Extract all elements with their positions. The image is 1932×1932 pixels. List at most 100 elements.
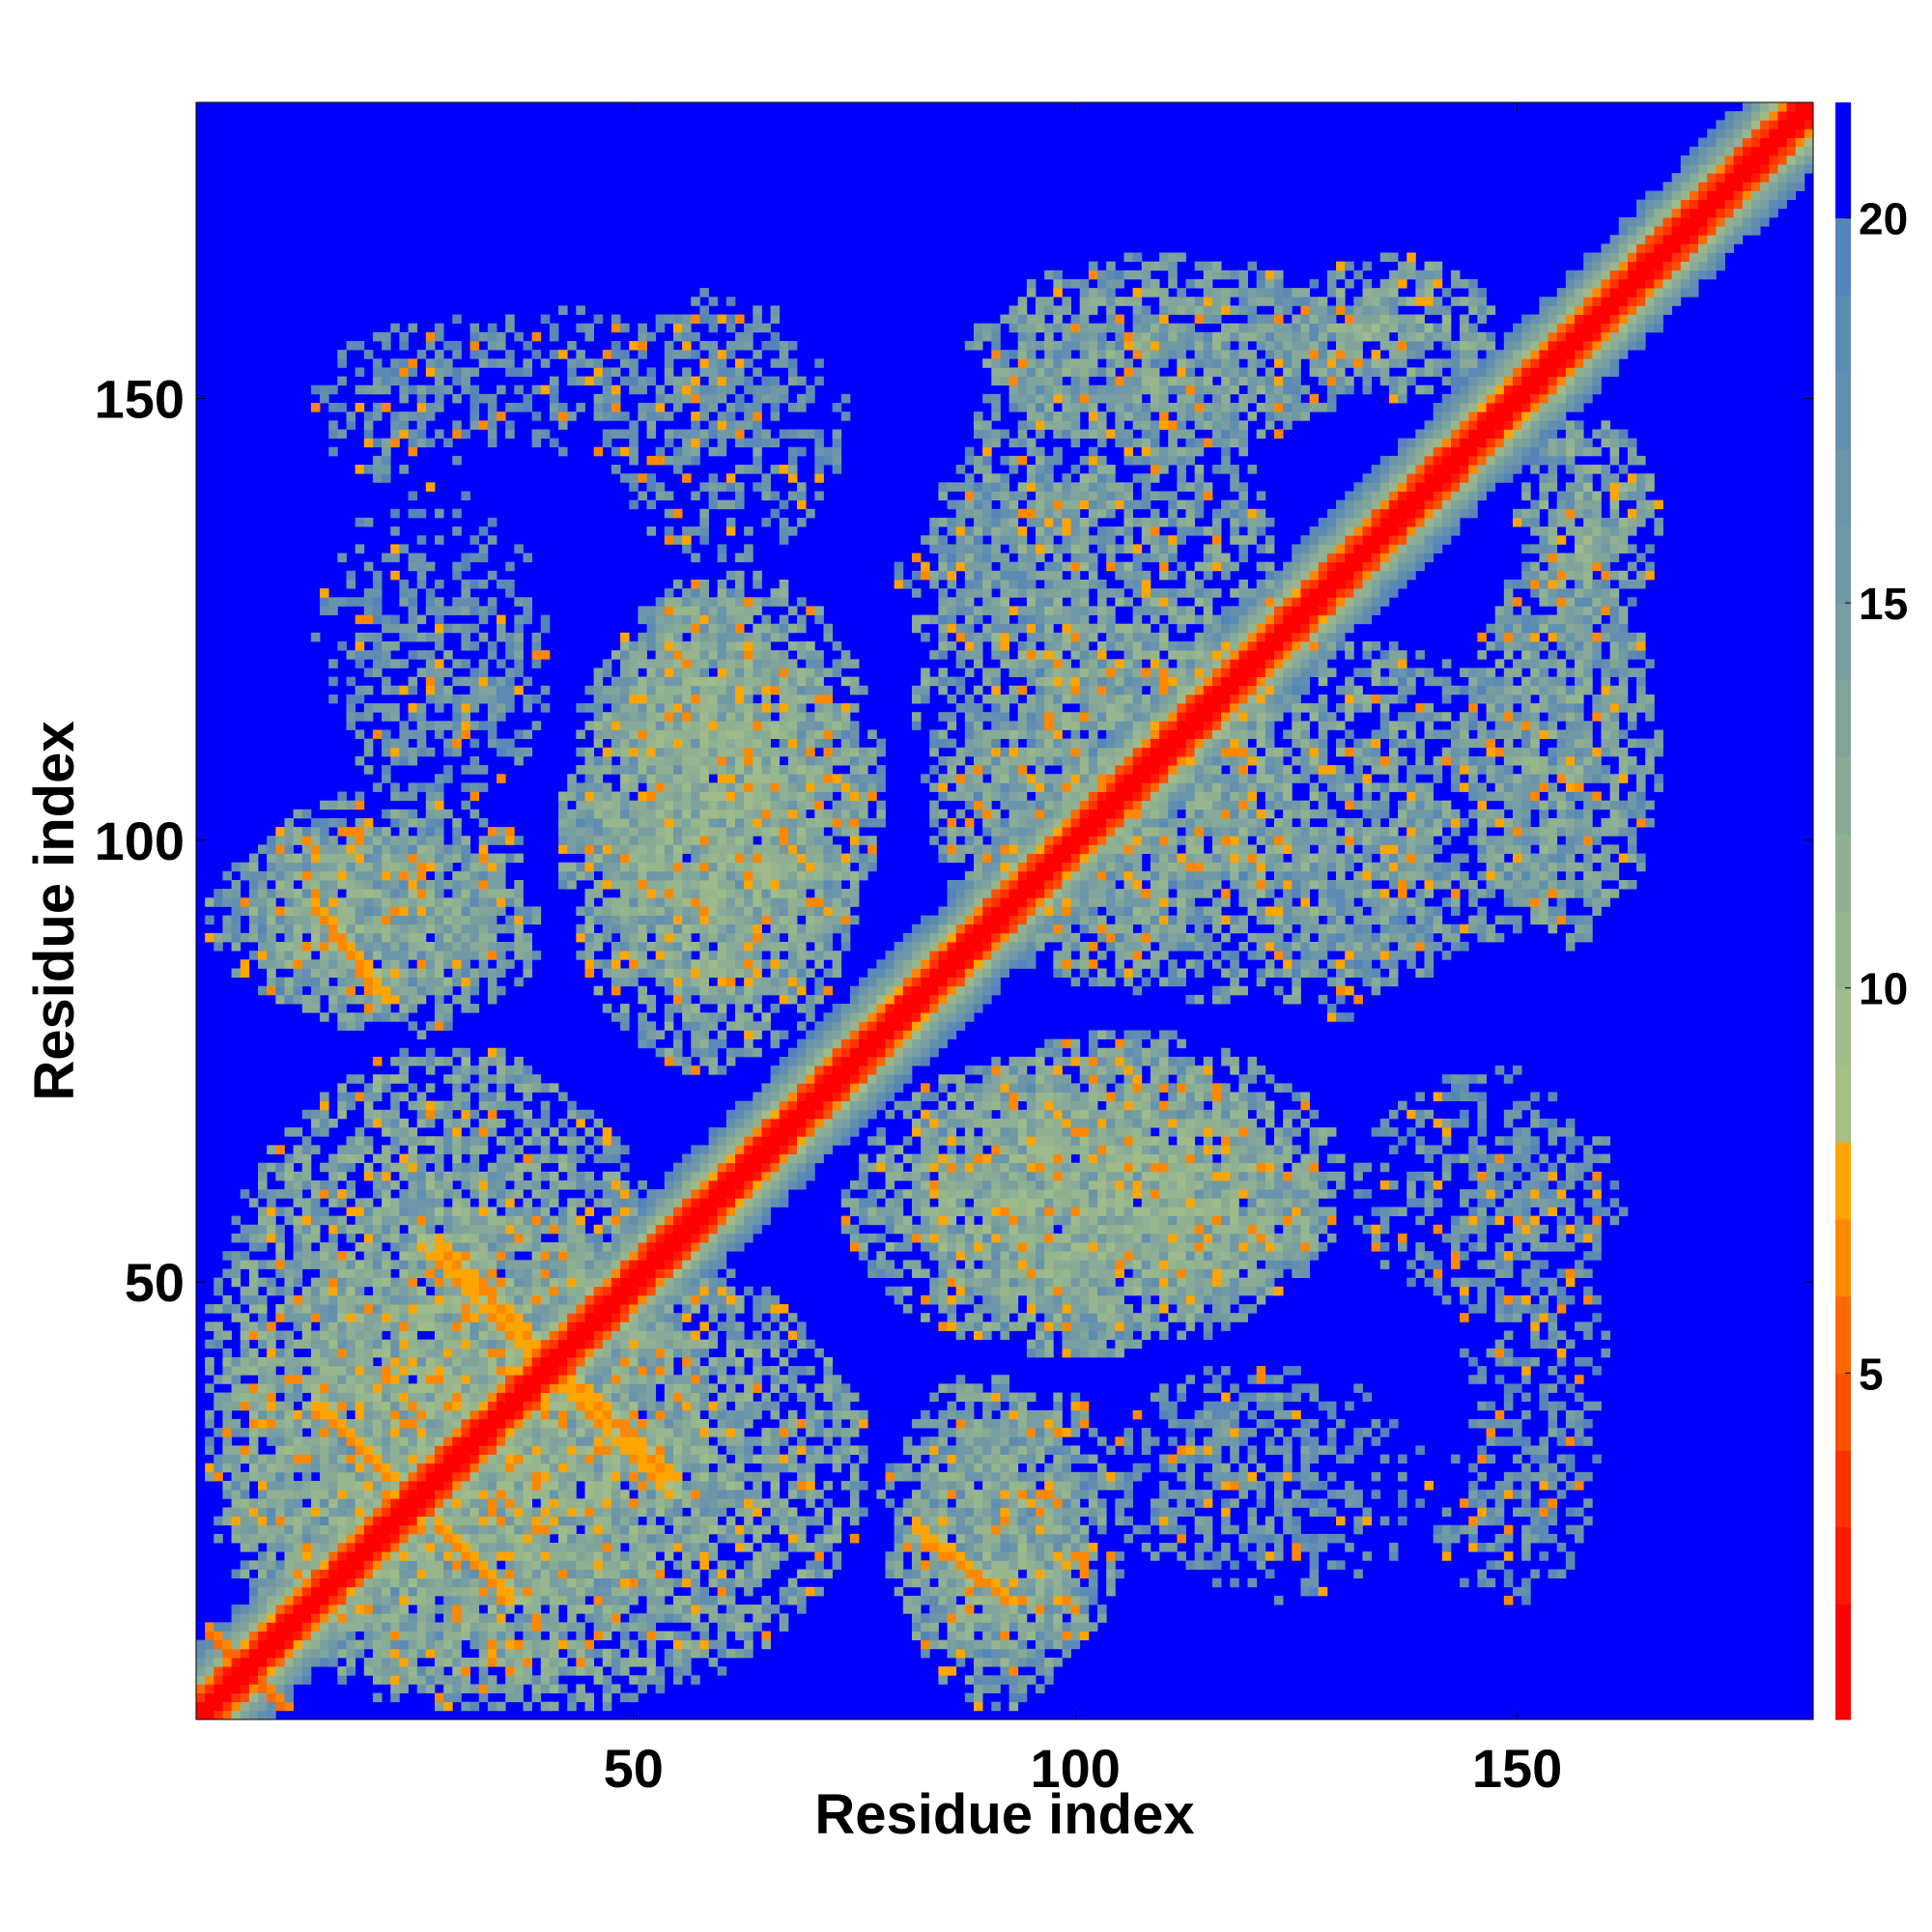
heatmap-cell bbox=[1521, 1366, 1531, 1376]
heatmap-cell bbox=[258, 1454, 268, 1464]
heatmap-cell bbox=[1211, 1304, 1222, 1314]
heatmap-cell bbox=[779, 1418, 789, 1429]
heatmap-cell bbox=[1070, 1313, 1081, 1322]
heatmap-cell bbox=[1565, 1481, 1576, 1491]
heatmap-cell bbox=[540, 1533, 551, 1544]
heatmap-cell bbox=[505, 1366, 524, 1376]
heatmap-cell bbox=[576, 1507, 585, 1518]
heatmap-cell bbox=[797, 1321, 807, 1331]
heatmap-cell bbox=[921, 1215, 930, 1226]
heatmap-cell bbox=[1036, 1543, 1045, 1552]
heatmap-cell bbox=[1247, 1524, 1258, 1535]
heatmap-cell bbox=[1097, 1207, 1107, 1216]
heatmap-cell bbox=[514, 1268, 524, 1279]
heatmap-cell bbox=[638, 1613, 647, 1623]
heatmap-cell bbox=[725, 1313, 736, 1322]
heatmap-cell bbox=[576, 1445, 585, 1455]
heatmap-cell bbox=[902, 1260, 922, 1269]
heatmap-cell bbox=[549, 1471, 559, 1482]
heatmap-cell bbox=[382, 1471, 391, 1482]
heatmap-cell bbox=[840, 1481, 851, 1491]
heatmap-cell bbox=[320, 1445, 329, 1455]
heatmap-cell bbox=[753, 1215, 762, 1226]
heatmap-cell bbox=[929, 1392, 939, 1403]
heatmap-cell bbox=[672, 1330, 683, 1341]
heatmap-cell bbox=[416, 1463, 427, 1473]
heatmap-cell bbox=[248, 1622, 259, 1632]
heatmap-cell bbox=[832, 1560, 842, 1570]
heatmap-cell bbox=[284, 1471, 295, 1482]
heatmap-cell bbox=[1221, 1268, 1239, 1279]
heatmap-cell bbox=[973, 1560, 983, 1570]
heatmap-cell bbox=[646, 1304, 657, 1314]
heatmap-cell bbox=[584, 1401, 595, 1411]
heatmap-cell bbox=[567, 1490, 577, 1499]
heatmap-cell bbox=[408, 1595, 427, 1605]
heatmap-cell bbox=[655, 1454, 666, 1464]
heatmap-cell bbox=[991, 1639, 1001, 1650]
heatmap-cell bbox=[478, 1348, 489, 1358]
heatmap-cell bbox=[523, 1605, 542, 1614]
heatmap-cell bbox=[902, 1507, 913, 1518]
heatmap-cell bbox=[576, 1215, 585, 1226]
heatmap-cell bbox=[1371, 1233, 1381, 1243]
heatmap-cell bbox=[231, 1622, 242, 1632]
heatmap-cell bbox=[1009, 1586, 1019, 1597]
heatmap-cell bbox=[1292, 1251, 1301, 1261]
heatmap-cell bbox=[761, 1401, 771, 1411]
heatmap-cell bbox=[549, 1586, 559, 1597]
heatmap-cell bbox=[682, 1277, 692, 1288]
heatmap-cell bbox=[248, 1595, 259, 1605]
heatmap-cell bbox=[753, 1224, 762, 1235]
heatmap-cell bbox=[1521, 1268, 1531, 1279]
heatmap-cell bbox=[1017, 1436, 1028, 1446]
heatmap-cell bbox=[284, 1348, 295, 1358]
heatmap-cell bbox=[567, 1215, 577, 1226]
heatmap-cell bbox=[1247, 1242, 1258, 1252]
heatmap-cell bbox=[1044, 1622, 1054, 1632]
heatmap-cell bbox=[1468, 1543, 1478, 1552]
heatmap-cell bbox=[497, 1586, 515, 1597]
heatmap-cell bbox=[1132, 1277, 1143, 1288]
heatmap-cell bbox=[593, 1366, 604, 1376]
heatmap-cell bbox=[346, 1294, 356, 1305]
heatmap-cell bbox=[1512, 1454, 1522, 1464]
heatmap-cell bbox=[1221, 1286, 1231, 1296]
heatmap-cell bbox=[478, 1251, 489, 1261]
heatmap-cell bbox=[1009, 1445, 1019, 1455]
heatmap-cell bbox=[240, 1294, 259, 1305]
heatmap-cell bbox=[982, 1321, 992, 1331]
heatmap-cell bbox=[1539, 1551, 1548, 1561]
heatmap-cell bbox=[558, 1409, 568, 1420]
heatmap-cell bbox=[1565, 1268, 1576, 1279]
heatmap-cell bbox=[646, 1471, 657, 1482]
heatmap-cell bbox=[1062, 1242, 1072, 1252]
heatmap-cell bbox=[425, 1648, 436, 1659]
heatmap-cell bbox=[646, 1595, 666, 1605]
heatmap-cell bbox=[540, 1242, 559, 1252]
heatmap-cell bbox=[1026, 1463, 1037, 1473]
heatmap-cell bbox=[1017, 1189, 1028, 1199]
heatmap-cell bbox=[620, 1339, 630, 1350]
heatmap-cell bbox=[1530, 1330, 1540, 1341]
heatmap-cell bbox=[549, 1313, 559, 1322]
heatmap-cell bbox=[416, 1631, 427, 1641]
heatmap-cell bbox=[497, 1277, 506, 1288]
heatmap-cell bbox=[602, 1383, 612, 1393]
heatmap-cell bbox=[505, 1436, 515, 1446]
heatmap-cell bbox=[1512, 1313, 1522, 1322]
heatmap-cell bbox=[699, 1560, 709, 1570]
heatmap-cell bbox=[293, 1666, 303, 1676]
heatmap-cell bbox=[372, 1436, 383, 1446]
heatmap-cell bbox=[425, 1215, 436, 1226]
heatmap-cell bbox=[991, 1524, 1001, 1535]
heatmap-cell bbox=[372, 1657, 383, 1667]
heatmap-cell bbox=[806, 1445, 815, 1455]
heatmap-cell bbox=[1159, 1286, 1169, 1296]
heatmap-cell bbox=[240, 1224, 259, 1235]
heatmap-cell bbox=[1115, 1198, 1124, 1208]
heatmap-cell bbox=[320, 1648, 329, 1659]
heatmap-cell bbox=[664, 1543, 674, 1552]
heatmap-cell bbox=[885, 1260, 895, 1269]
heatmap-cell bbox=[629, 1339, 639, 1350]
